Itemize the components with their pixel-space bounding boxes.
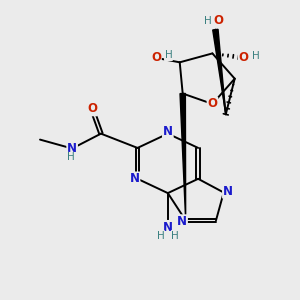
Text: O: O [151, 51, 161, 64]
Text: O: O [87, 103, 97, 116]
Text: H: H [204, 16, 212, 26]
Text: H: H [157, 231, 164, 241]
Text: H: H [67, 152, 74, 162]
Text: N: N [163, 221, 173, 234]
Text: H: H [252, 51, 260, 61]
Text: O: O [213, 14, 224, 27]
Text: N: N [177, 215, 187, 228]
Text: H: H [171, 231, 179, 241]
Text: N: N [163, 125, 173, 138]
Text: O: O [238, 51, 249, 64]
Text: N: N [67, 142, 77, 155]
Text: N: N [223, 185, 233, 198]
Text: O: O [207, 98, 218, 110]
Text: H: H [165, 50, 172, 61]
Polygon shape [213, 29, 226, 114]
Text: N: N [130, 172, 140, 185]
Polygon shape [180, 94, 186, 220]
